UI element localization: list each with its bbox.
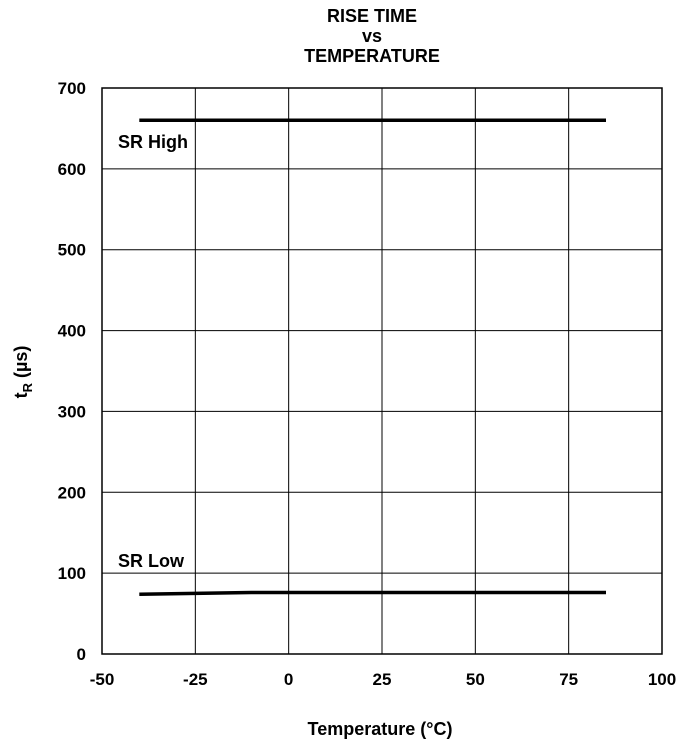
chart-title-line-1: RISE TIME [327, 6, 417, 26]
x-axis-label: Temperature (°C) [308, 719, 453, 739]
y-axis-label-main: t [11, 392, 31, 398]
y-axis-label: tR (µs) [11, 346, 35, 399]
grid [101, 87, 663, 655]
series-line-sr-low [139, 590, 606, 596]
y-tick-label: 300 [58, 402, 86, 421]
series-label-sr-low: SR Low [118, 551, 185, 571]
x-tick-label: 75 [559, 670, 578, 689]
x-tick-labels: -50 -25 0 25 50 75 100 [90, 670, 676, 689]
x-tick-label: 50 [466, 670, 485, 689]
y-tick-label: 600 [58, 160, 86, 179]
x-tick-label: 0 [284, 670, 293, 689]
y-tick-label: 500 [58, 241, 86, 260]
x-tick-label: -25 [183, 670, 208, 689]
series-lines [139, 118, 606, 596]
chart-title-line-3: TEMPERATURE [304, 46, 440, 66]
x-tick-label: -50 [90, 670, 115, 689]
y-tick-labels: 0 100 200 300 400 500 600 700 [58, 79, 86, 664]
chart-title-line-2: vs [362, 26, 382, 46]
x-tick-label: 25 [373, 670, 392, 689]
y-tick-label: 400 [58, 322, 86, 341]
y-axis-label-unit: (µs) [11, 346, 31, 383]
plot-frame [101, 87, 663, 655]
x-tick-label: 100 [648, 670, 676, 689]
y-tick-label: 0 [77, 645, 86, 664]
y-tick-label: 200 [58, 483, 86, 502]
y-tick-label: 100 [58, 564, 86, 583]
y-tick-label: 700 [58, 79, 86, 98]
y-axis-label-subscript: R [20, 382, 35, 392]
series-label-sr-high: SR High [118, 132, 188, 152]
